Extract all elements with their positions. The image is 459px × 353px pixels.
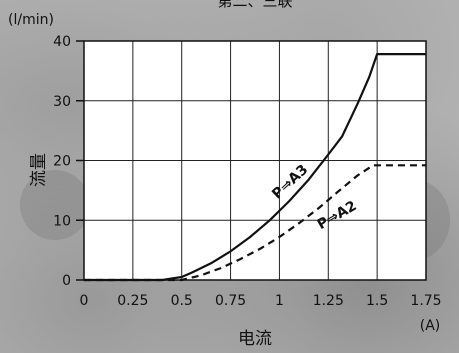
- y-tick-label: 40: [53, 34, 71, 50]
- x-tick-label: 0.25: [117, 293, 148, 309]
- x-tick-label: 1.25: [313, 293, 344, 309]
- y-tick-label: 10: [53, 213, 71, 229]
- y-axis-label: 流量: [29, 153, 49, 187]
- y-tick-label: 30: [53, 94, 71, 110]
- x-axis-unit: (A): [420, 318, 441, 334]
- x-tick-label: 1.5: [366, 293, 388, 309]
- series-line-p-a2: [84, 164, 426, 282]
- background-blob: [20, 170, 90, 240]
- x-tick-label: 0.5: [171, 293, 193, 309]
- y-tick-label: 0: [62, 273, 71, 289]
- series-line-p-a3: [84, 53, 426, 282]
- x-axis-label: 电流: [238, 329, 272, 349]
- x-tick-label: 0: [80, 293, 89, 309]
- x-tick-label: 0.75: [215, 293, 246, 309]
- plot-frame: [83, 40, 427, 281]
- chart-title: 第二、三联: [217, 0, 292, 10]
- y-axis-unit: (l/min): [8, 12, 54, 28]
- y-tick-label: 20: [53, 154, 71, 170]
- x-tick-labels: 0 0.25 0.5 0.75 1 1.25 1.5 1.75: [80, 293, 442, 309]
- y-tick-labels: 0 10 20 30 40: [53, 34, 71, 289]
- x-tick-label: 1.75: [410, 293, 441, 309]
- x-tick-label: 1: [275, 293, 284, 309]
- series-layer: [84, 53, 426, 282]
